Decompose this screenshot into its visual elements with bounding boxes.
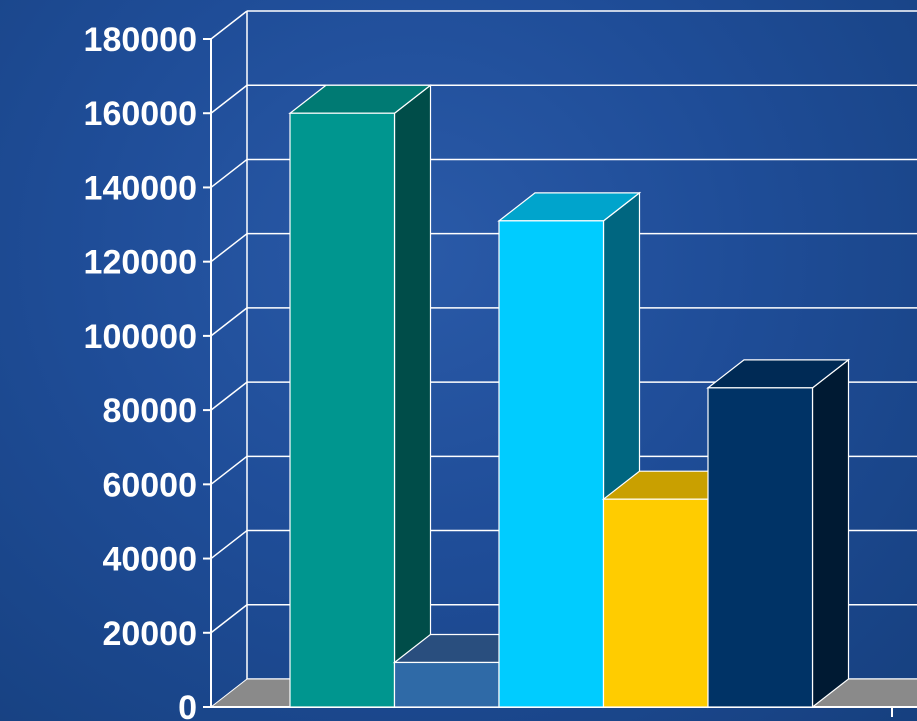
gridline-diagonal	[210, 233, 248, 263]
y-tick-labels: 0 20000 40000 60000 80000 100000 120000 140000 1…	[84, 21, 197, 721]
gridline-diagonal	[210, 10, 248, 40]
bar-side	[393, 83, 432, 709]
bar-side	[811, 358, 850, 709]
bar-front	[393, 661, 500, 708]
y-tick-label: 160000	[84, 95, 197, 133]
y-tick-label: 20000	[102, 615, 197, 653]
bars	[288, 83, 851, 709]
y-tick-label: 140000	[84, 169, 197, 207]
y-tick-label: 60000	[102, 466, 197, 504]
y-tick-label: 180000	[84, 21, 197, 59]
bar-front	[707, 387, 814, 708]
bar-front	[602, 498, 709, 708]
gridline-diagonal	[210, 455, 248, 485]
gridline-diagonal	[210, 604, 248, 634]
gridline-diagonal	[210, 529, 248, 560]
bar	[288, 83, 433, 709]
y-tick-label: 120000	[84, 244, 197, 282]
bar	[706, 358, 851, 709]
y-tick-label: 80000	[102, 392, 197, 430]
bar-front	[289, 112, 396, 708]
y-tick-label: 40000	[102, 541, 197, 579]
gridline-diagonal	[210, 307, 248, 337]
y-tick-label: 100000	[84, 318, 197, 356]
gridline-diagonal	[210, 158, 248, 189]
bar-front	[498, 220, 605, 708]
y-tick-label: 0	[178, 689, 197, 721]
gridline-diagonal	[210, 381, 248, 411]
gridline-diagonal	[210, 84, 248, 114]
